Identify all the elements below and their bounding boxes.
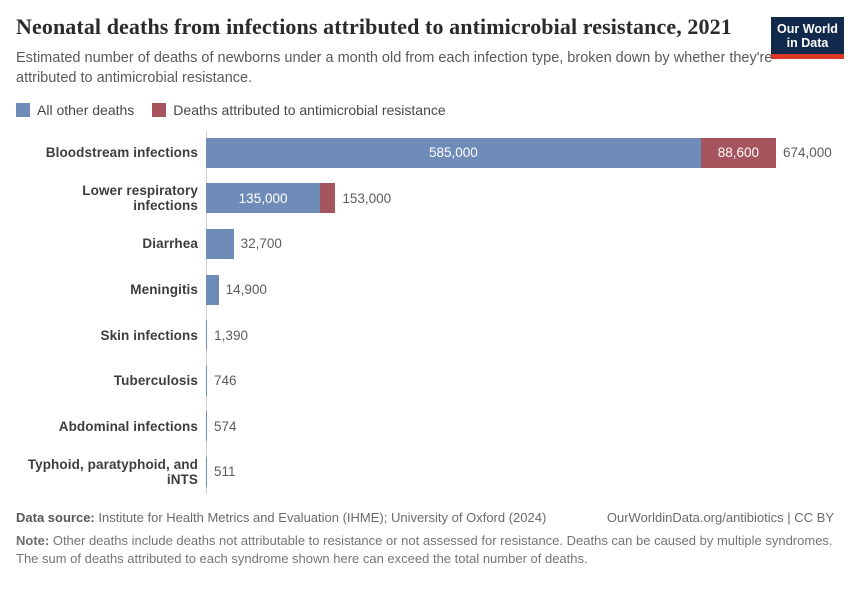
bar-segment-other: 135,000: [206, 183, 321, 214]
row-label: Bloodstream infections: [45, 145, 198, 161]
bar-total-label: 511: [214, 464, 236, 480]
row-label: Typhoid, paratyphoid, and iNTS: [27, 456, 198, 487]
bar-segment-other: [206, 365, 207, 396]
chart-rows: Bloodstream infections 585,000 88,600 674,0…: [16, 130, 834, 495]
legend-item-amr: Deaths attributed to antimicrobial resis…: [152, 102, 446, 118]
owid-logo-box: Our World in Data: [771, 17, 844, 54]
chart-row: Meningitis 14,900: [16, 267, 834, 313]
owid-logo-line1: Our World: [777, 22, 838, 36]
bar-track: 32,700: [206, 228, 834, 259]
legend-item-other: All other deaths: [16, 102, 134, 118]
bar-total-label: 32,700: [240, 236, 282, 252]
legend-label-other: All other deaths: [37, 102, 135, 118]
chart-row: Bloodstream infections 585,000 88,600 674,0…: [16, 130, 834, 176]
bar-track: 746: [206, 365, 834, 396]
bar-track: 135,000 153,000: [206, 183, 834, 214]
note-line: Note: Other deaths include deaths not at…: [16, 532, 834, 569]
bar-track: 14,900: [206, 274, 834, 305]
axis-line: [206, 131, 207, 494]
legend-swatch-amr: [152, 103, 167, 117]
data-source-text: Data source: Institute for Health Metric…: [16, 510, 546, 525]
owid-logo-line2: in Data: [786, 36, 829, 50]
bar-segment-other: 585,000: [206, 137, 701, 168]
bar-track: 585,000 88,600 674,000: [206, 137, 834, 168]
chart-row: Lower respiratory infections 135,000 153,0…: [16, 176, 834, 222]
note-value: Other deaths include deaths not attribut…: [16, 532, 833, 567]
bar-total-label: 746: [214, 373, 237, 389]
chart-row: Typhoid, paratyphoid, and iNTS 511: [16, 449, 834, 495]
bar-total-label: 153,000: [342, 190, 392, 206]
data-source-label: Data source:: [16, 509, 95, 525]
bar-total-label: 674,000: [782, 145, 832, 161]
row-label: Meningitis: [130, 282, 198, 298]
bar-value-label: 135,000: [238, 190, 288, 206]
note-label: Note:: [16, 532, 50, 548]
bar-total-label: 574: [214, 418, 237, 434]
bar-track: 574: [206, 411, 834, 442]
owid-logo[interactable]: Our World in Data: [771, 17, 844, 59]
bar-segment-other: [206, 228, 234, 259]
row-label: Diarrhea: [142, 236, 198, 252]
bar-segment-amr: [320, 183, 336, 214]
chart-subtitle: Estimated number of deaths of newborns u…: [16, 50, 773, 86]
chart-row: Tuberculosis 746: [16, 358, 834, 404]
bar-segment-other: [206, 411, 207, 442]
row-label: Skin infections: [100, 327, 198, 343]
chart: Bloodstream infections 585,000 88,600 674,0…: [16, 130, 834, 495]
row-label: Tuberculosis: [113, 373, 198, 389]
bar-value-label: 585,000: [428, 145, 478, 161]
legend-label-amr: Deaths attributed to antimicrobial resis…: [173, 102, 446, 118]
row-label: Abdominal infections: [58, 418, 198, 434]
chart-row: Diarrhea 32,700: [16, 221, 834, 267]
footer: Data source: Institute for Health Metric…: [16, 510, 834, 569]
bar-track: 511: [206, 456, 834, 487]
owid-logo-accent-bar: [771, 54, 844, 59]
bar-segment-other: [206, 274, 219, 305]
chart-title: Neonatal deaths from infections attribut…: [16, 14, 732, 39]
bar-track: 1,390: [206, 320, 834, 351]
license-link[interactable]: OurWorldinData.org/antibiotics | CC BY: [606, 509, 834, 525]
chart-row: Skin infections 1,390: [16, 312, 834, 358]
row-label: Lower respiratory infections: [82, 183, 198, 214]
legend-swatch-other: [16, 103, 30, 117]
legend: All other deaths Deaths attributed to an…: [16, 102, 834, 118]
data-source-line: Data source: Institute for Health Metric…: [16, 510, 834, 525]
bar-segment-amr: 88,600: [700, 137, 776, 168]
bar-segment-other: [206, 320, 208, 351]
bar-total-label: 14,900: [225, 282, 267, 298]
bar-value-label: 88,600: [717, 145, 759, 161]
bar-total-label: 1,390: [214, 327, 248, 343]
data-source-value: Institute for Health Metrics and Evaluat…: [94, 509, 547, 525]
bar-segment-other: [206, 456, 207, 487]
chart-row: Abdominal infections 574: [16, 404, 834, 450]
